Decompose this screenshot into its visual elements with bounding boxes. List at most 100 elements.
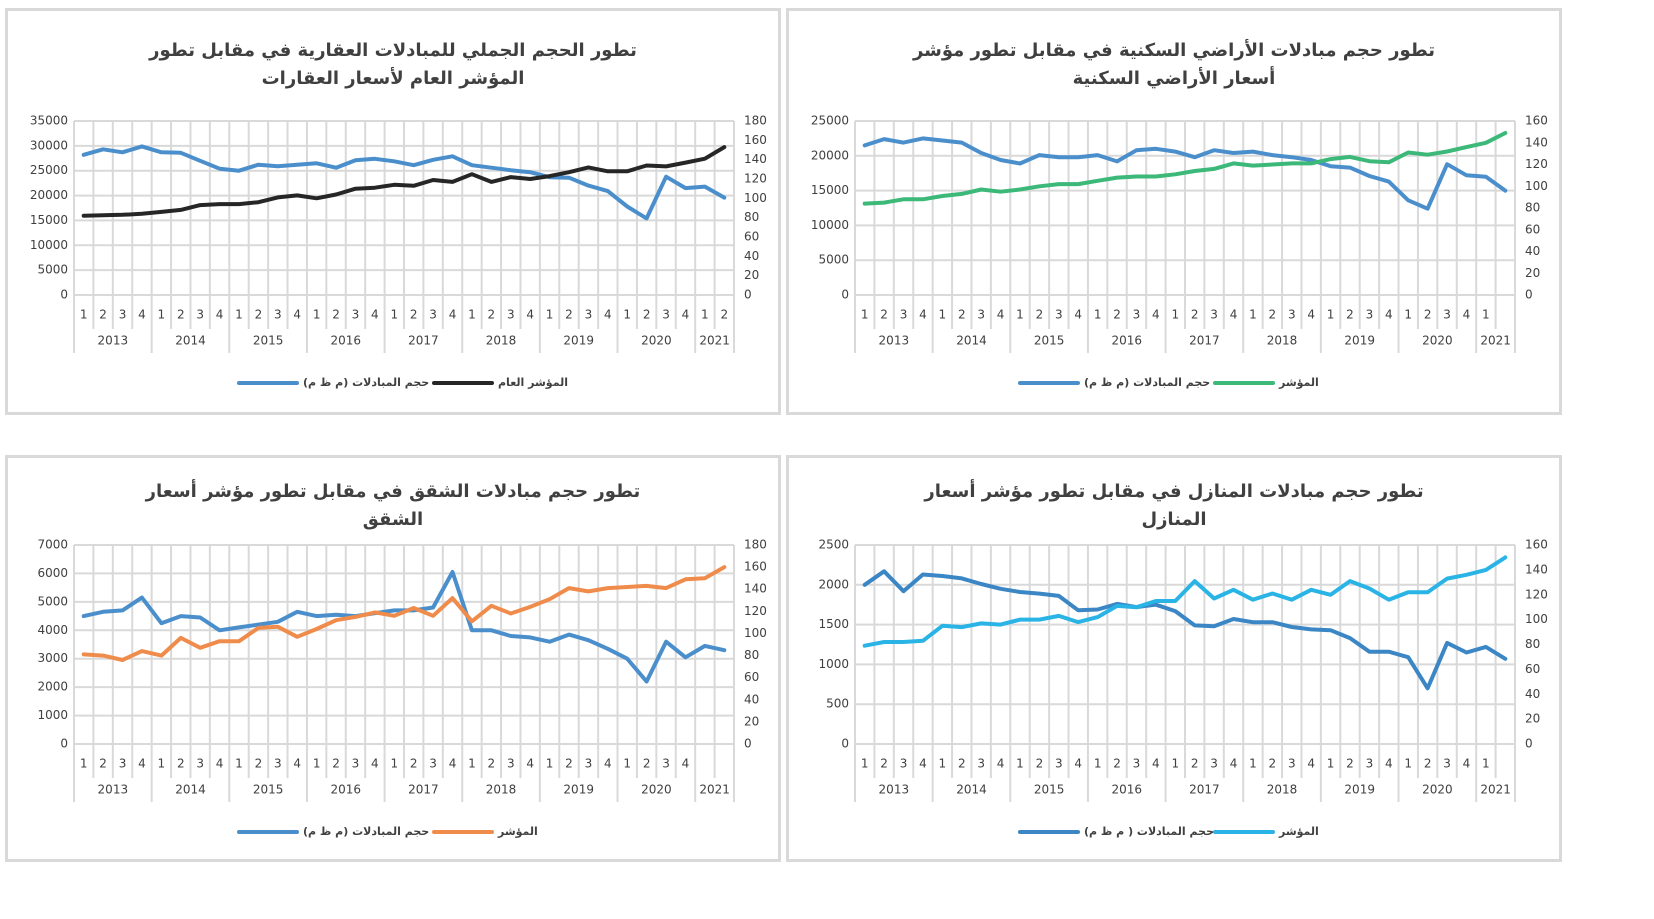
x-tick-label: 2 (565, 757, 573, 771)
x-tick-label: 3 (662, 308, 670, 322)
x-tick-label: 4 (997, 757, 1005, 771)
y2-tick-label: 120 (744, 172, 767, 186)
x-tick-label: 4 (1463, 757, 1471, 771)
x-group-label: 2018 (1267, 334, 1298, 348)
x-tick-label: 2 (99, 308, 107, 322)
x-group-label: 2017 (408, 783, 439, 797)
x-tick-label: 2 (565, 308, 573, 322)
y2-tick-label: 20 (744, 714, 759, 728)
legend-label: حجم المبادلات ( م ظ م) (1084, 825, 1214, 838)
x-tick-label: 3 (507, 308, 515, 322)
x-group-label: 2019 (1344, 783, 1375, 797)
y2-tick-label: 60 (1525, 662, 1540, 676)
y2-tick-label: 120 (1525, 587, 1548, 601)
y-tick-label: 0 (841, 737, 849, 751)
y2-tick-label: 40 (744, 692, 759, 706)
y-tick-label: 6000 (37, 566, 68, 580)
y2-tick-label: 80 (744, 210, 759, 224)
y2-tick-label: 160 (1525, 538, 1548, 552)
x-tick-label: 3 (507, 757, 515, 771)
x-tick-label: 3 (1055, 308, 1063, 322)
x-group-label: 2020 (641, 334, 672, 348)
x-tick-label: 1 (313, 308, 321, 322)
chart: 0 1000 2000 3000 4000 5000 6000 7000 0 20 40 60 80 10… (37, 538, 766, 839)
y2-tick-label: 20 (744, 268, 759, 282)
x-group-label: 2016 (1111, 334, 1142, 348)
x-tick-label: 2 (255, 757, 263, 771)
x-tick-label: 4 (604, 308, 612, 322)
x-tick-label: 1 (390, 308, 398, 322)
x-group-label: 2015 (253, 334, 284, 348)
y-tick-label: 1500 (818, 617, 849, 631)
x-tick-label: 3 (1443, 308, 1451, 322)
x-tick-label: 4 (682, 757, 690, 771)
data-line (862, 555, 1508, 648)
y-tick-label: 2000 (37, 680, 68, 694)
y-tick-label: 3000 (37, 651, 68, 665)
x-group-label: 2017 (408, 334, 439, 348)
x-tick-label: 1 (235, 308, 243, 322)
x-tick-label: 2 (1424, 308, 1432, 322)
y2-tick-label: 160 (1525, 114, 1548, 128)
y-tick-label: 1000 (818, 657, 849, 671)
x-group-label: 2014 (956, 334, 987, 348)
x-tick-label: 2 (177, 757, 185, 771)
x-tick-label: 3 (274, 308, 282, 322)
x-tick-label: 2 (1036, 308, 1044, 322)
chart-title: تطور الحجم الجملي للمبادلات العقارية في … (149, 40, 637, 89)
x-tick-label: 4 (1385, 308, 1393, 322)
y-tick-label: 20000 (811, 148, 849, 162)
y-tick-label: 0 (841, 288, 849, 302)
data-line (862, 569, 1508, 691)
x-tick-label: 3 (900, 757, 908, 771)
y-tick-label: 2500 (818, 538, 849, 552)
x-tick-label: 2 (643, 757, 651, 771)
x-tick-label: 4 (371, 308, 379, 322)
x-tick-label: 2 (1346, 308, 1354, 322)
x-tick-label: 3 (352, 308, 360, 322)
x-tick-label: 2 (488, 308, 496, 322)
x-tick-label: 2 (1113, 757, 1121, 771)
x-tick-label: 1 (861, 308, 869, 322)
legend-label: حجم المبادلات (م ظ م) (1084, 376, 1210, 389)
x-tick-label: 3 (1133, 308, 1141, 322)
x-tick-label: 3 (274, 757, 282, 771)
data-line (81, 145, 727, 218)
x-group-label: 2021 (699, 334, 730, 348)
x-group-label: 2014 (175, 334, 206, 348)
x-group-label: 2020 (1422, 783, 1453, 797)
chart-panel: تطور حجم مبادلات المنازل في مقابل تطور م… (786, 455, 1562, 862)
x-tick-label: 3 (1443, 757, 1451, 771)
legend-label: المؤشر (1278, 376, 1319, 389)
x-tick-label: 1 (468, 757, 476, 771)
y2-tick-label: 20 (1525, 266, 1540, 280)
y2-tick-label: 0 (1525, 737, 1533, 751)
x-group-label: 2013 (879, 783, 910, 797)
x-tick-label: 4 (1230, 308, 1238, 322)
x-tick-label: 3 (1288, 757, 1296, 771)
x-tick-label: 1 (1171, 757, 1179, 771)
x-tick-label: 2 (1269, 757, 1277, 771)
x-tick-label: 1 (468, 308, 476, 322)
x-tick-label: 1 (1249, 308, 1257, 322)
y-tick-label: 2000 (818, 577, 849, 591)
x-tick-label: 1 (1482, 308, 1490, 322)
x-group-label: 2016 (330, 783, 361, 797)
y-tick-label: 25000 (811, 114, 849, 128)
y2-tick-label: 120 (1525, 157, 1548, 171)
legend-label: المؤشر (1278, 825, 1319, 838)
x-tick-label: 3 (1366, 308, 1374, 322)
y-tick-label: 1000 (37, 708, 68, 722)
x-tick-label: 1 (1094, 757, 1102, 771)
x-tick-label: 1 (623, 757, 631, 771)
x-tick-label: 2 (99, 757, 107, 771)
x-tick-label: 3 (900, 308, 908, 322)
x-tick-label: 1 (158, 308, 166, 322)
x-tick-label: 2 (880, 308, 888, 322)
x-tick-label: 1 (1016, 757, 1024, 771)
legend-label: حجم المبادلات (م ظ م) (303, 376, 429, 389)
y2-tick-label: 80 (744, 648, 759, 662)
x-group-label: 2017 (1189, 783, 1220, 797)
y-tick-label: 0 (60, 288, 68, 302)
x-tick-label: 4 (216, 757, 224, 771)
